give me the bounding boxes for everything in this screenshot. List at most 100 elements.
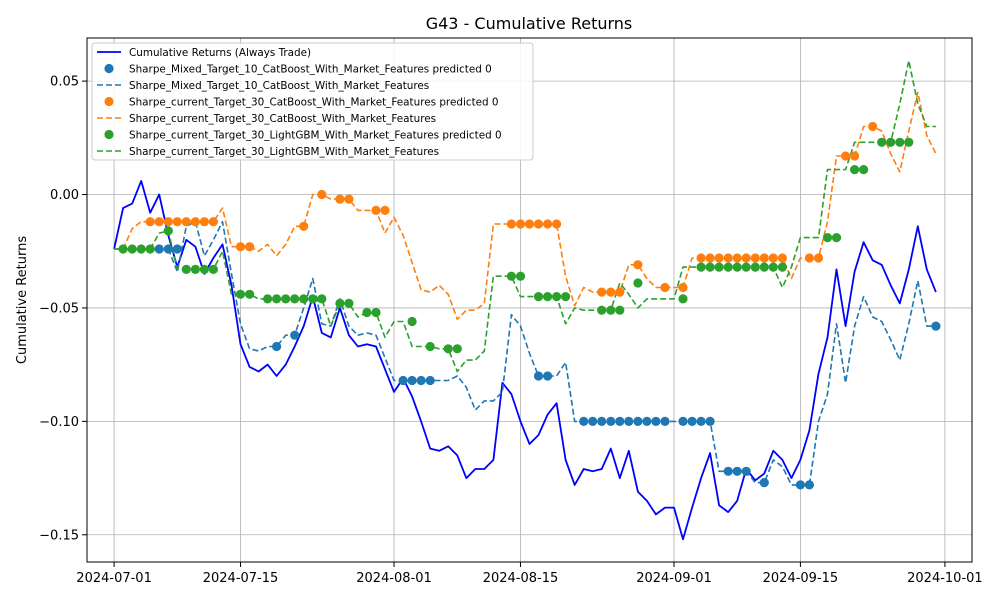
marker-point-1 bbox=[741, 466, 751, 476]
marker-point-3 bbox=[515, 271, 526, 281]
x-tick-label: 2024-07-01 bbox=[76, 571, 152, 586]
y-tick-label: −0.10 bbox=[39, 415, 79, 430]
marker-point-3 bbox=[272, 294, 282, 304]
marker-point-2 bbox=[804, 253, 815, 263]
marker-point-1 bbox=[723, 466, 733, 476]
marker-point-3 bbox=[308, 294, 318, 304]
marker-point-2 bbox=[172, 217, 182, 227]
marker-point-1 bbox=[687, 416, 697, 426]
legend: Cumulative Returns (Always Trade) Sharpe_… bbox=[91, 42, 534, 161]
marker-point-2 bbox=[181, 217, 191, 227]
marker-point-2 bbox=[714, 253, 724, 263]
legend-marker bbox=[104, 63, 114, 74]
y-tick-label: 0.00 bbox=[50, 188, 79, 203]
marker-point-1 bbox=[543, 371, 553, 381]
marker-point-3 bbox=[335, 298, 345, 308]
marker-point-3 bbox=[425, 341, 435, 352]
marker-point-3 bbox=[443, 344, 453, 354]
marker-point-3 bbox=[723, 262, 733, 272]
axis-ticks: 2024-07-01 2024-07-15 2024-08-01 2024-08-15… bbox=[39, 75, 983, 586]
x-tick-label: 2024-09-01 bbox=[636, 571, 712, 586]
legend-label: Sharpe_current_Target_30_CatBoost_With_M… bbox=[129, 97, 499, 109]
x-tick-label: 2024-08-01 bbox=[356, 571, 432, 586]
marker-point-2 bbox=[759, 253, 769, 263]
marker-point-2 bbox=[868, 121, 878, 132]
marker-point-3 bbox=[759, 262, 769, 272]
marker-point-2 bbox=[750, 253, 760, 263]
marker-point-2 bbox=[850, 151, 860, 161]
marker-point-2 bbox=[633, 260, 643, 270]
marker-point-1 bbox=[804, 480, 815, 490]
marker-point-1 bbox=[425, 375, 435, 386]
marker-point-3 bbox=[904, 137, 914, 147]
marker-point-2 bbox=[235, 242, 246, 252]
marker-point-2 bbox=[208, 217, 218, 227]
marker-point-1 bbox=[272, 341, 282, 352]
predicted-markers bbox=[118, 121, 941, 490]
x-tick-label: 2024-09-15 bbox=[763, 571, 839, 586]
marker-point-3 bbox=[859, 165, 869, 175]
marker-point-2 bbox=[145, 217, 155, 227]
marker-point-2 bbox=[777, 253, 788, 263]
marker-point-3 bbox=[199, 264, 209, 274]
marker-point-2 bbox=[615, 287, 625, 297]
marker-point-3 bbox=[714, 262, 724, 272]
marker-point-3 bbox=[895, 137, 905, 147]
marker-point-3 bbox=[245, 289, 255, 299]
marker-point-2 bbox=[552, 219, 562, 229]
marker-point-2 bbox=[199, 217, 209, 227]
marker-point-2 bbox=[543, 219, 553, 229]
marker-point-2 bbox=[696, 253, 706, 263]
marker-point-3 bbox=[190, 264, 200, 274]
marker-point-3 bbox=[452, 344, 462, 354]
legend-label: Sharpe_Mixed_Target_10_CatBoost_With_Mar… bbox=[129, 64, 492, 76]
marker-point-1 bbox=[615, 416, 625, 426]
marker-point-1 bbox=[407, 375, 417, 386]
marker-point-3 bbox=[235, 289, 246, 299]
marker-point-3 bbox=[705, 262, 715, 272]
marker-point-3 bbox=[208, 264, 218, 274]
marker-point-2 bbox=[190, 217, 200, 227]
marker-point-1 bbox=[696, 416, 706, 426]
marker-point-3 bbox=[127, 244, 137, 254]
marker-point-2 bbox=[705, 253, 715, 263]
marker-point-3 bbox=[533, 292, 544, 302]
marker-point-3 bbox=[281, 294, 291, 304]
legend-label: Cumulative Returns (Always Trade) bbox=[129, 47, 311, 59]
marker-point-1 bbox=[579, 416, 589, 426]
marker-point-1 bbox=[154, 244, 164, 254]
marker-point-3 bbox=[317, 294, 327, 304]
marker-point-3 bbox=[371, 307, 381, 318]
marker-point-3 bbox=[181, 264, 191, 274]
marker-point-1 bbox=[533, 371, 544, 381]
marker-point-2 bbox=[841, 151, 851, 161]
marker-point-1 bbox=[588, 416, 598, 426]
marker-point-2 bbox=[597, 287, 607, 297]
marker-point-3 bbox=[506, 271, 516, 281]
marker-point-3 bbox=[877, 137, 887, 147]
marker-point-3 bbox=[750, 262, 760, 272]
marker-point-3 bbox=[263, 294, 273, 304]
marker-point-3 bbox=[696, 262, 706, 272]
marker-point-2 bbox=[723, 253, 733, 263]
marker-point-3 bbox=[290, 294, 300, 304]
legend-marker bbox=[104, 96, 114, 107]
marker-point-1 bbox=[290, 330, 300, 340]
marker-point-2 bbox=[524, 219, 535, 229]
legend-box bbox=[91, 42, 534, 161]
marker-point-3 bbox=[118, 244, 128, 254]
marker-point-2 bbox=[515, 219, 526, 229]
marker-point-1 bbox=[398, 375, 408, 386]
marker-point-2 bbox=[606, 287, 616, 297]
legend-label: Sharpe_current_Target_30_LightGBM_With_M… bbox=[129, 146, 439, 158]
marker-point-3 bbox=[777, 262, 788, 272]
marker-point-2 bbox=[768, 253, 778, 263]
marker-point-1 bbox=[416, 375, 426, 386]
marker-point-1 bbox=[597, 416, 607, 426]
marker-point-2 bbox=[344, 194, 354, 204]
marker-point-2 bbox=[371, 205, 381, 215]
marker-point-1 bbox=[931, 321, 941, 331]
marker-point-3 bbox=[561, 292, 571, 302]
marker-point-1 bbox=[163, 244, 173, 254]
